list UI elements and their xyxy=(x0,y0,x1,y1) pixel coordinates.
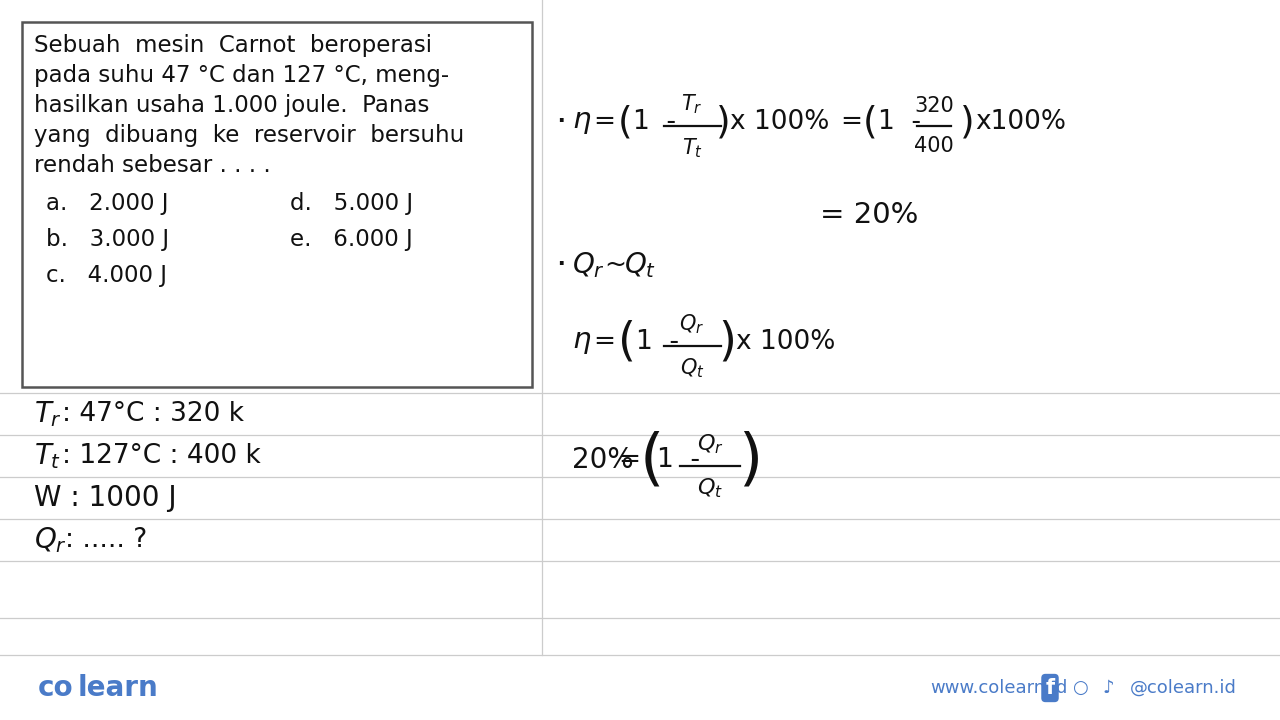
Text: ~: ~ xyxy=(604,252,626,278)
Text: : ..... ?: : ..... ? xyxy=(65,527,147,553)
Text: rendah sebesar . . . .: rendah sebesar . . . . xyxy=(35,154,271,177)
Text: = 20%: = 20% xyxy=(820,201,918,229)
Text: $Q_r$: $Q_r$ xyxy=(696,433,723,456)
Text: hasilkan usaha 1.000 joule.  Panas: hasilkan usaha 1.000 joule. Panas xyxy=(35,94,429,117)
Text: $T_r$: $T_r$ xyxy=(35,399,61,429)
Text: ): ) xyxy=(716,104,731,140)
Text: x100%: x100% xyxy=(975,109,1066,135)
Text: =: = xyxy=(618,447,640,473)
Text: 320: 320 xyxy=(914,96,954,116)
Text: @colearn.id: @colearn.id xyxy=(1130,679,1236,697)
Text: $Q_r$: $Q_r$ xyxy=(35,525,67,555)
Text: W : 1000 J: W : 1000 J xyxy=(35,484,177,512)
Text: =: = xyxy=(593,109,614,135)
Text: 400: 400 xyxy=(914,136,954,156)
Text: $\eta$: $\eta$ xyxy=(572,108,591,136)
Text: (: ( xyxy=(618,104,632,140)
Text: c.   4.000 J: c. 4.000 J xyxy=(46,264,166,287)
Text: www.colearn.id: www.colearn.id xyxy=(931,679,1068,697)
Text: : 47°C : 320 k: : 47°C : 320 k xyxy=(61,401,244,427)
Text: ): ) xyxy=(718,320,736,364)
Text: 1  -: 1 - xyxy=(657,447,700,473)
Text: 20%: 20% xyxy=(572,446,634,474)
Text: 1  -: 1 - xyxy=(636,329,678,355)
Text: $T_t$: $T_t$ xyxy=(681,136,703,160)
Text: $T_r$: $T_r$ xyxy=(681,92,703,116)
Text: e.   6.000 J: e. 6.000 J xyxy=(291,228,412,251)
Text: yang  dibuang  ke  reservoir  bersuhu: yang dibuang ke reservoir bersuhu xyxy=(35,124,465,147)
Text: co: co xyxy=(38,674,74,702)
Text: (: ( xyxy=(640,430,664,490)
Text: 1  -: 1 - xyxy=(878,109,922,135)
Text: ♪: ♪ xyxy=(1102,679,1114,697)
Text: Sebuah  mesin  Carnot  beroperasi: Sebuah mesin Carnot beroperasi xyxy=(35,34,433,57)
Text: ·: · xyxy=(556,248,567,282)
Text: =: = xyxy=(593,329,614,355)
Text: pada suhu 47 °C dan 127 °C, meng-: pada suhu 47 °C dan 127 °C, meng- xyxy=(35,64,449,87)
Text: a.   2.000 J: a. 2.000 J xyxy=(46,192,169,215)
Text: x 100%: x 100% xyxy=(730,109,829,135)
Text: $Q_r$: $Q_r$ xyxy=(680,312,704,336)
Text: f: f xyxy=(1046,678,1055,698)
Text: d.   5.000 J: d. 5.000 J xyxy=(291,192,413,215)
Text: ): ) xyxy=(960,104,974,140)
Text: x 100%: x 100% xyxy=(736,329,836,355)
Text: b.   3.000 J: b. 3.000 J xyxy=(46,228,169,251)
Text: $Q_t$: $Q_t$ xyxy=(625,250,657,280)
Text: =: = xyxy=(840,109,861,135)
Text: $T_t$: $T_t$ xyxy=(35,441,61,471)
Text: : 127°C : 400 k: : 127°C : 400 k xyxy=(61,443,261,469)
Text: $Q_t$: $Q_t$ xyxy=(680,356,704,379)
Text: ): ) xyxy=(739,430,763,490)
Text: $\eta$: $\eta$ xyxy=(572,328,591,356)
Text: ·: · xyxy=(556,105,567,139)
Text: 1  -: 1 - xyxy=(634,109,676,135)
Bar xyxy=(22,22,532,387)
Text: (: ( xyxy=(863,104,878,140)
Text: learn: learn xyxy=(78,674,159,702)
Text: $Q_t$: $Q_t$ xyxy=(698,476,723,500)
Text: ○: ○ xyxy=(1073,679,1088,697)
Text: (: ( xyxy=(618,320,636,364)
Text: $Q_r$: $Q_r$ xyxy=(572,250,605,280)
